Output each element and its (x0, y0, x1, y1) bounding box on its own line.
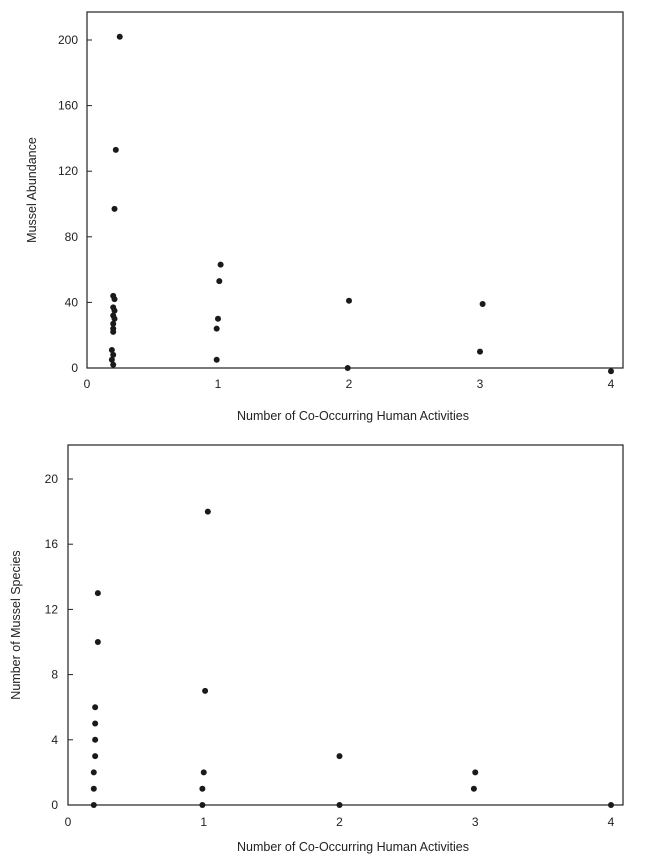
abundance-plot-frame (86, 11, 624, 369)
species-data-point (472, 769, 479, 776)
abundance-x-tick-label: 3 (477, 377, 484, 391)
species-y-tick-label: 12 (45, 602, 59, 616)
abundance-x-tick-label: 4 (608, 377, 615, 391)
species-data-point (202, 687, 209, 694)
abundance-data-point (608, 368, 614, 375)
abundance-data-point (217, 261, 224, 268)
abundance-points (108, 33, 614, 375)
species-x-tick-label: 2 (336, 815, 343, 829)
species-y-tick-label: 0 (51, 798, 58, 812)
abundance-y-tick-label: 160 (58, 99, 78, 113)
abundance-data-point (108, 346, 115, 353)
abundance-data-point (215, 315, 221, 322)
abundance-y-tick-label: 80 (65, 230, 79, 244)
species-data-point (336, 753, 343, 760)
species-y-tick-label: 16 (45, 537, 59, 551)
abundance-data-point (346, 297, 352, 304)
species-data-point (200, 769, 207, 776)
species-data-point (199, 802, 206, 808)
species-x-tick-label: 3 (472, 815, 479, 829)
abundance-y-axis-label: Mussel Abundance (25, 137, 39, 243)
species-points (90, 508, 614, 808)
species-plot-frame (67, 444, 624, 806)
abundance-data-point (479, 301, 486, 308)
species-data-point (94, 639, 101, 645)
abundance-data-point (111, 315, 118, 322)
abundance-data-point (213, 325, 220, 332)
species-data-point (90, 802, 97, 808)
species-data-point (608, 802, 614, 808)
species-y-tick-label: 8 (51, 668, 58, 682)
abundance-data-point (108, 356, 115, 363)
species-x-tick-label: 0 (65, 815, 72, 829)
species-data-point (90, 769, 97, 776)
abundance-data-point (110, 320, 117, 327)
species-x-tick-label: 1 (200, 815, 207, 829)
species-data-point (92, 704, 99, 711)
species-data-point (90, 785, 97, 792)
species-y-axis-label: Number of Mussel Species (9, 550, 23, 699)
species-x-axis-label: Number of Co-Occurring Human Activities (237, 840, 469, 854)
abundance-data-point (110, 361, 117, 368)
species-y-tick-label: 4 (51, 733, 58, 747)
species-data-point (92, 736, 99, 743)
abundance-data-point (111, 296, 118, 303)
abundance-x-tick-label: 0 (84, 377, 91, 391)
abundance-x-axis-label: Number of Co-Occurring Human Activities (237, 409, 469, 423)
abundance-y-tick-label: 200 (58, 33, 78, 47)
abundance-data-point (111, 205, 118, 212)
abundance-data-point (110, 328, 117, 335)
species-y-tick-label: 20 (45, 472, 59, 486)
species-data-point (94, 590, 101, 597)
abundance-data-point (116, 33, 123, 40)
abundance-x-tick-label: 2 (346, 377, 353, 391)
abundance-y-tick-label: 40 (65, 295, 79, 309)
abundance-data-point (477, 348, 483, 355)
abundance-x-tick-label: 1 (215, 377, 222, 391)
abundance-data-point (111, 307, 118, 314)
species-data-point (336, 802, 343, 808)
species-data-point (470, 785, 477, 792)
species-x-tick-label: 4 (608, 815, 615, 829)
abundance-y-tick-label: 120 (58, 164, 78, 178)
abundance-data-point (112, 146, 119, 153)
species-y-ticks: 0 4 8 12 16 20 (45, 472, 73, 812)
abundance-data-point (110, 351, 117, 358)
species-data-point (92, 753, 99, 760)
abundance-x-ticks: 0 1 2 3 4 (84, 377, 615, 391)
species-x-ticks: 0 1 2 3 4 (65, 815, 615, 829)
abundance-y-ticks: 0 40 80 120 160 200 (58, 33, 92, 375)
species-data-point (199, 785, 206, 792)
abundance-chart: 0 1 2 3 4 0 40 80 120 160 200 Number of Co-Occurr… (25, 11, 624, 423)
abundance-data-point (213, 356, 220, 363)
abundance-data-point (344, 365, 351, 371)
species-data-point (92, 720, 99, 727)
species-data-point (204, 508, 211, 515)
abundance-data-point (216, 278, 223, 285)
abundance-y-tick-label: 0 (71, 361, 78, 375)
